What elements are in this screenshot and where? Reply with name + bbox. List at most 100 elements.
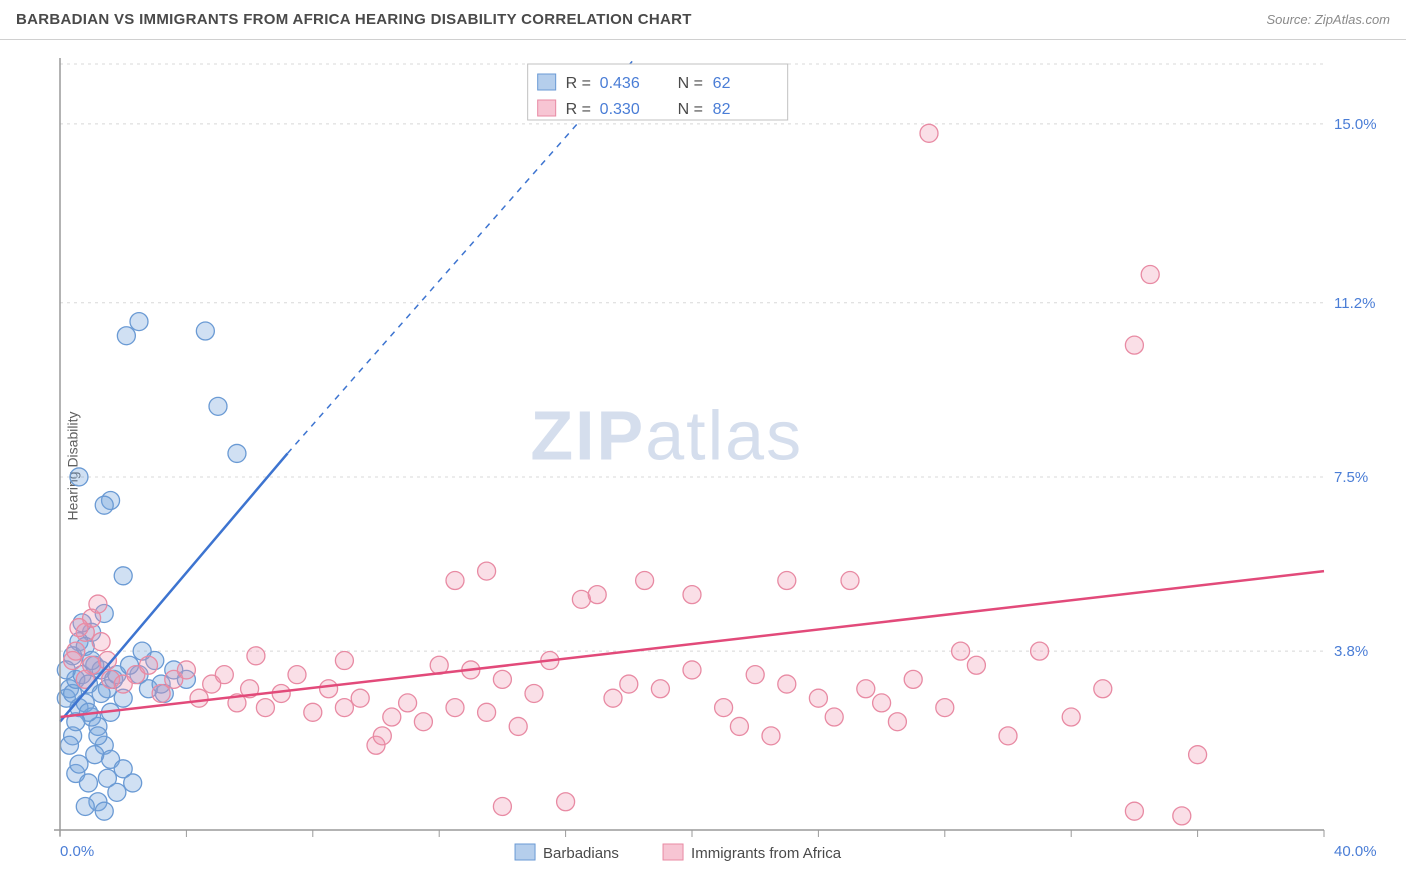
data-point (117, 327, 135, 345)
data-point (335, 699, 353, 717)
data-point (525, 684, 543, 702)
x-tick-label: 40.0% (1334, 843, 1377, 860)
data-point (95, 802, 113, 820)
data-point (778, 572, 796, 590)
data-point (383, 708, 401, 726)
legend-label: Barbadians (543, 845, 619, 862)
data-point (70, 468, 88, 486)
data-point (272, 684, 290, 702)
data-point (1141, 266, 1159, 284)
data-point (95, 496, 113, 514)
data-point (604, 689, 622, 707)
data-point (746, 666, 764, 684)
data-point (177, 661, 195, 679)
data-point (351, 689, 369, 707)
data-point (89, 595, 107, 613)
data-point (857, 680, 875, 698)
data-point (967, 656, 985, 674)
y-tick-label: 11.2% (1334, 295, 1375, 312)
data-point (70, 755, 88, 773)
data-point (190, 689, 208, 707)
data-point (304, 703, 322, 721)
data-point (873, 694, 891, 712)
stats-r-label: R = (566, 75, 591, 92)
stats-r-label: R = (566, 101, 591, 118)
data-point (999, 727, 1017, 745)
chart-title: BARBADIAN VS IMMIGRANTS FROM AFRICA HEAR… (16, 11, 692, 28)
legend-label: Immigrants from Africa (691, 845, 842, 862)
data-point (478, 703, 496, 721)
legend-swatch (663, 844, 683, 860)
stats-n-label: N = (678, 101, 703, 118)
data-point (414, 713, 432, 731)
data-point (209, 397, 227, 415)
data-point (588, 586, 606, 604)
data-point (196, 322, 214, 340)
data-point (1125, 802, 1143, 820)
data-point (92, 633, 110, 651)
title-bar: BARBADIAN VS IMMIGRANTS FROM AFRICA HEAR… (0, 0, 1406, 40)
stats-r-value: 0.436 (600, 75, 640, 92)
legend-swatch (538, 100, 556, 116)
data-point (373, 727, 391, 745)
data-point (888, 713, 906, 731)
scatter-plot: 3.8% 7.5% 11.2% 15.0% ZIPatlas 0.0% 40.0% R = 0… (52, 50, 1392, 870)
data-point (108, 783, 126, 801)
data-point (620, 675, 638, 693)
data-point (778, 675, 796, 693)
watermark: ZIPatlas (530, 396, 803, 474)
data-point (936, 699, 954, 717)
data-point (493, 797, 511, 815)
data-point (130, 313, 148, 331)
data-point (1094, 680, 1112, 698)
stats-n-value: 62 (713, 75, 731, 92)
y-tick-label: 15.0% (1334, 116, 1377, 133)
y-tick-label: 7.5% (1334, 469, 1368, 486)
data-point (1189, 746, 1207, 764)
data-point (320, 680, 338, 698)
legend-swatch (515, 844, 535, 860)
data-point (920, 124, 938, 142)
data-point (399, 694, 417, 712)
data-point (809, 689, 827, 707)
data-point (730, 717, 748, 735)
data-point (446, 572, 464, 590)
data-point (683, 586, 701, 604)
data-point (152, 684, 170, 702)
data-point (762, 727, 780, 745)
data-point (335, 652, 353, 670)
legend-swatch (538, 74, 556, 90)
data-point (89, 727, 107, 745)
data-point (509, 717, 527, 735)
data-point (124, 774, 142, 792)
data-point (478, 562, 496, 580)
data-point (70, 619, 88, 637)
stats-n-value: 82 (713, 101, 731, 118)
stats-n-label: N = (678, 75, 703, 92)
data-point (228, 444, 246, 462)
data-point (288, 666, 306, 684)
data-point (215, 666, 233, 684)
data-point (557, 793, 575, 811)
data-point (683, 661, 701, 679)
data-point (256, 699, 274, 717)
data-point (651, 680, 669, 698)
data-point (952, 642, 970, 660)
data-point (139, 656, 157, 674)
data-point (825, 708, 843, 726)
data-point (114, 567, 132, 585)
data-point (841, 572, 859, 590)
data-point (493, 670, 511, 688)
data-point (1031, 642, 1049, 660)
plot-area: Hearing Disability 3.8%7.5%11.2%15.0%ZIP… (0, 40, 1406, 892)
data-point (1062, 708, 1080, 726)
stats-r-value: 0.330 (600, 101, 640, 118)
data-point (446, 699, 464, 717)
data-point (904, 670, 922, 688)
x-tick-label: 0.0% (60, 843, 94, 860)
data-point (79, 774, 97, 792)
y-tick-label: 3.8% (1334, 643, 1368, 660)
data-point (1125, 336, 1143, 354)
data-point (636, 572, 654, 590)
data-point (64, 652, 82, 670)
